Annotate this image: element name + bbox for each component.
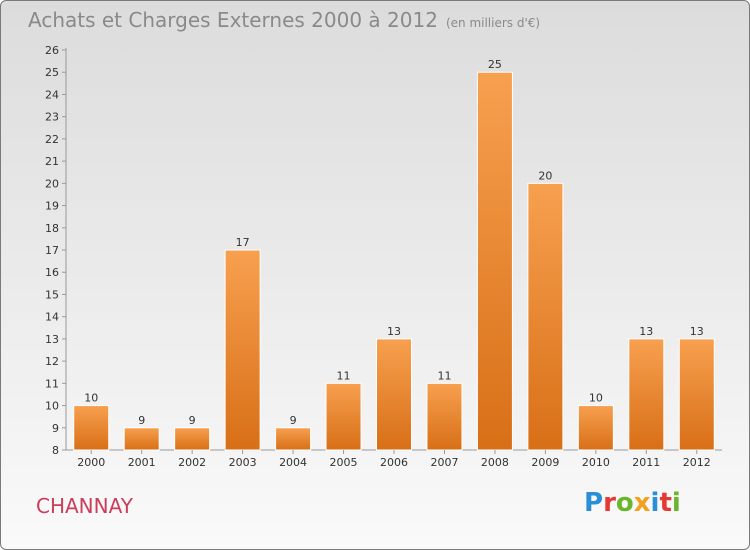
data-label: 13 xyxy=(639,325,653,338)
y-tick-label: 14 xyxy=(45,311,59,324)
data-label: 13 xyxy=(387,325,401,338)
x-tick-label: 2011 xyxy=(632,456,660,469)
chart-title-text: Achats et Charges Externes 2000 à 2012 xyxy=(28,8,438,32)
y-tick-label: 22 xyxy=(45,133,59,146)
data-label: 17 xyxy=(236,236,250,249)
y-tick-label: 19 xyxy=(45,200,59,213)
x-tick-label: 2008 xyxy=(481,456,509,469)
y-tick-label: 20 xyxy=(45,177,59,190)
y-tick-label: 18 xyxy=(45,222,59,235)
chart-subtitle: (en milliers d'€) xyxy=(445,16,541,30)
y-tick-label: 9 xyxy=(52,422,59,435)
y-tick-label: 17 xyxy=(45,244,59,257)
bar-2009 xyxy=(527,182,564,451)
y-tick-label: 15 xyxy=(45,288,59,301)
data-label: 10 xyxy=(589,392,603,405)
y-tick-label: 26 xyxy=(45,44,59,57)
y-tick-label: 25 xyxy=(45,66,59,79)
y-tick-label: 11 xyxy=(45,377,59,390)
x-tick-label: 2002 xyxy=(178,456,206,469)
bar-2012 xyxy=(678,338,715,451)
x-tick-label: 2012 xyxy=(683,456,711,469)
data-label: 20 xyxy=(538,169,552,182)
proxiti-logo: Proxiti xyxy=(584,488,681,518)
y-tick-label: 10 xyxy=(45,400,59,413)
bar-2002 xyxy=(174,427,211,451)
bar-2011 xyxy=(628,338,665,451)
x-tick-label: 2006 xyxy=(380,456,408,469)
y-tick-label: 13 xyxy=(45,333,59,346)
x-tick-label: 2009 xyxy=(531,456,559,469)
y-tick-label: 23 xyxy=(45,111,59,124)
data-label: 10 xyxy=(84,392,98,405)
bar-2008 xyxy=(476,71,513,451)
bar-2006 xyxy=(376,338,412,451)
commune-name: CHANNAY xyxy=(36,494,133,518)
x-tick-label: 2005 xyxy=(330,456,358,469)
x-tick-label: 2000 xyxy=(77,456,105,469)
data-label: 11 xyxy=(337,369,351,382)
data-label: 9 xyxy=(290,414,297,427)
data-label: 13 xyxy=(690,325,704,338)
x-tick-label: 2001 xyxy=(128,456,156,469)
bar-2004 xyxy=(275,427,312,451)
y-tick-label: 16 xyxy=(45,266,59,279)
x-tick-label: 2003 xyxy=(229,456,257,469)
x-tick-label: 2010 xyxy=(582,456,610,469)
bar-2005 xyxy=(325,382,362,451)
y-tick-label: 12 xyxy=(45,355,59,368)
bar-2000 xyxy=(73,405,110,451)
bar-2001 xyxy=(123,427,160,451)
bar-2010 xyxy=(577,405,614,451)
bar-2003 xyxy=(224,249,261,451)
x-tick-label: 2007 xyxy=(430,456,458,469)
x-tick-label: 2004 xyxy=(279,456,307,469)
y-tick-label: 21 xyxy=(45,155,59,168)
data-label: 25 xyxy=(488,58,502,71)
bar-2007 xyxy=(426,382,463,451)
y-tick-label: 24 xyxy=(45,88,59,101)
data-label: 9 xyxy=(138,414,145,427)
data-label: 11 xyxy=(437,369,451,382)
data-label: 9 xyxy=(189,414,196,427)
y-tick-label: 8 xyxy=(52,444,59,457)
chart-title: Achats et Charges Externes 2000 à 2012 (e… xyxy=(28,8,540,32)
